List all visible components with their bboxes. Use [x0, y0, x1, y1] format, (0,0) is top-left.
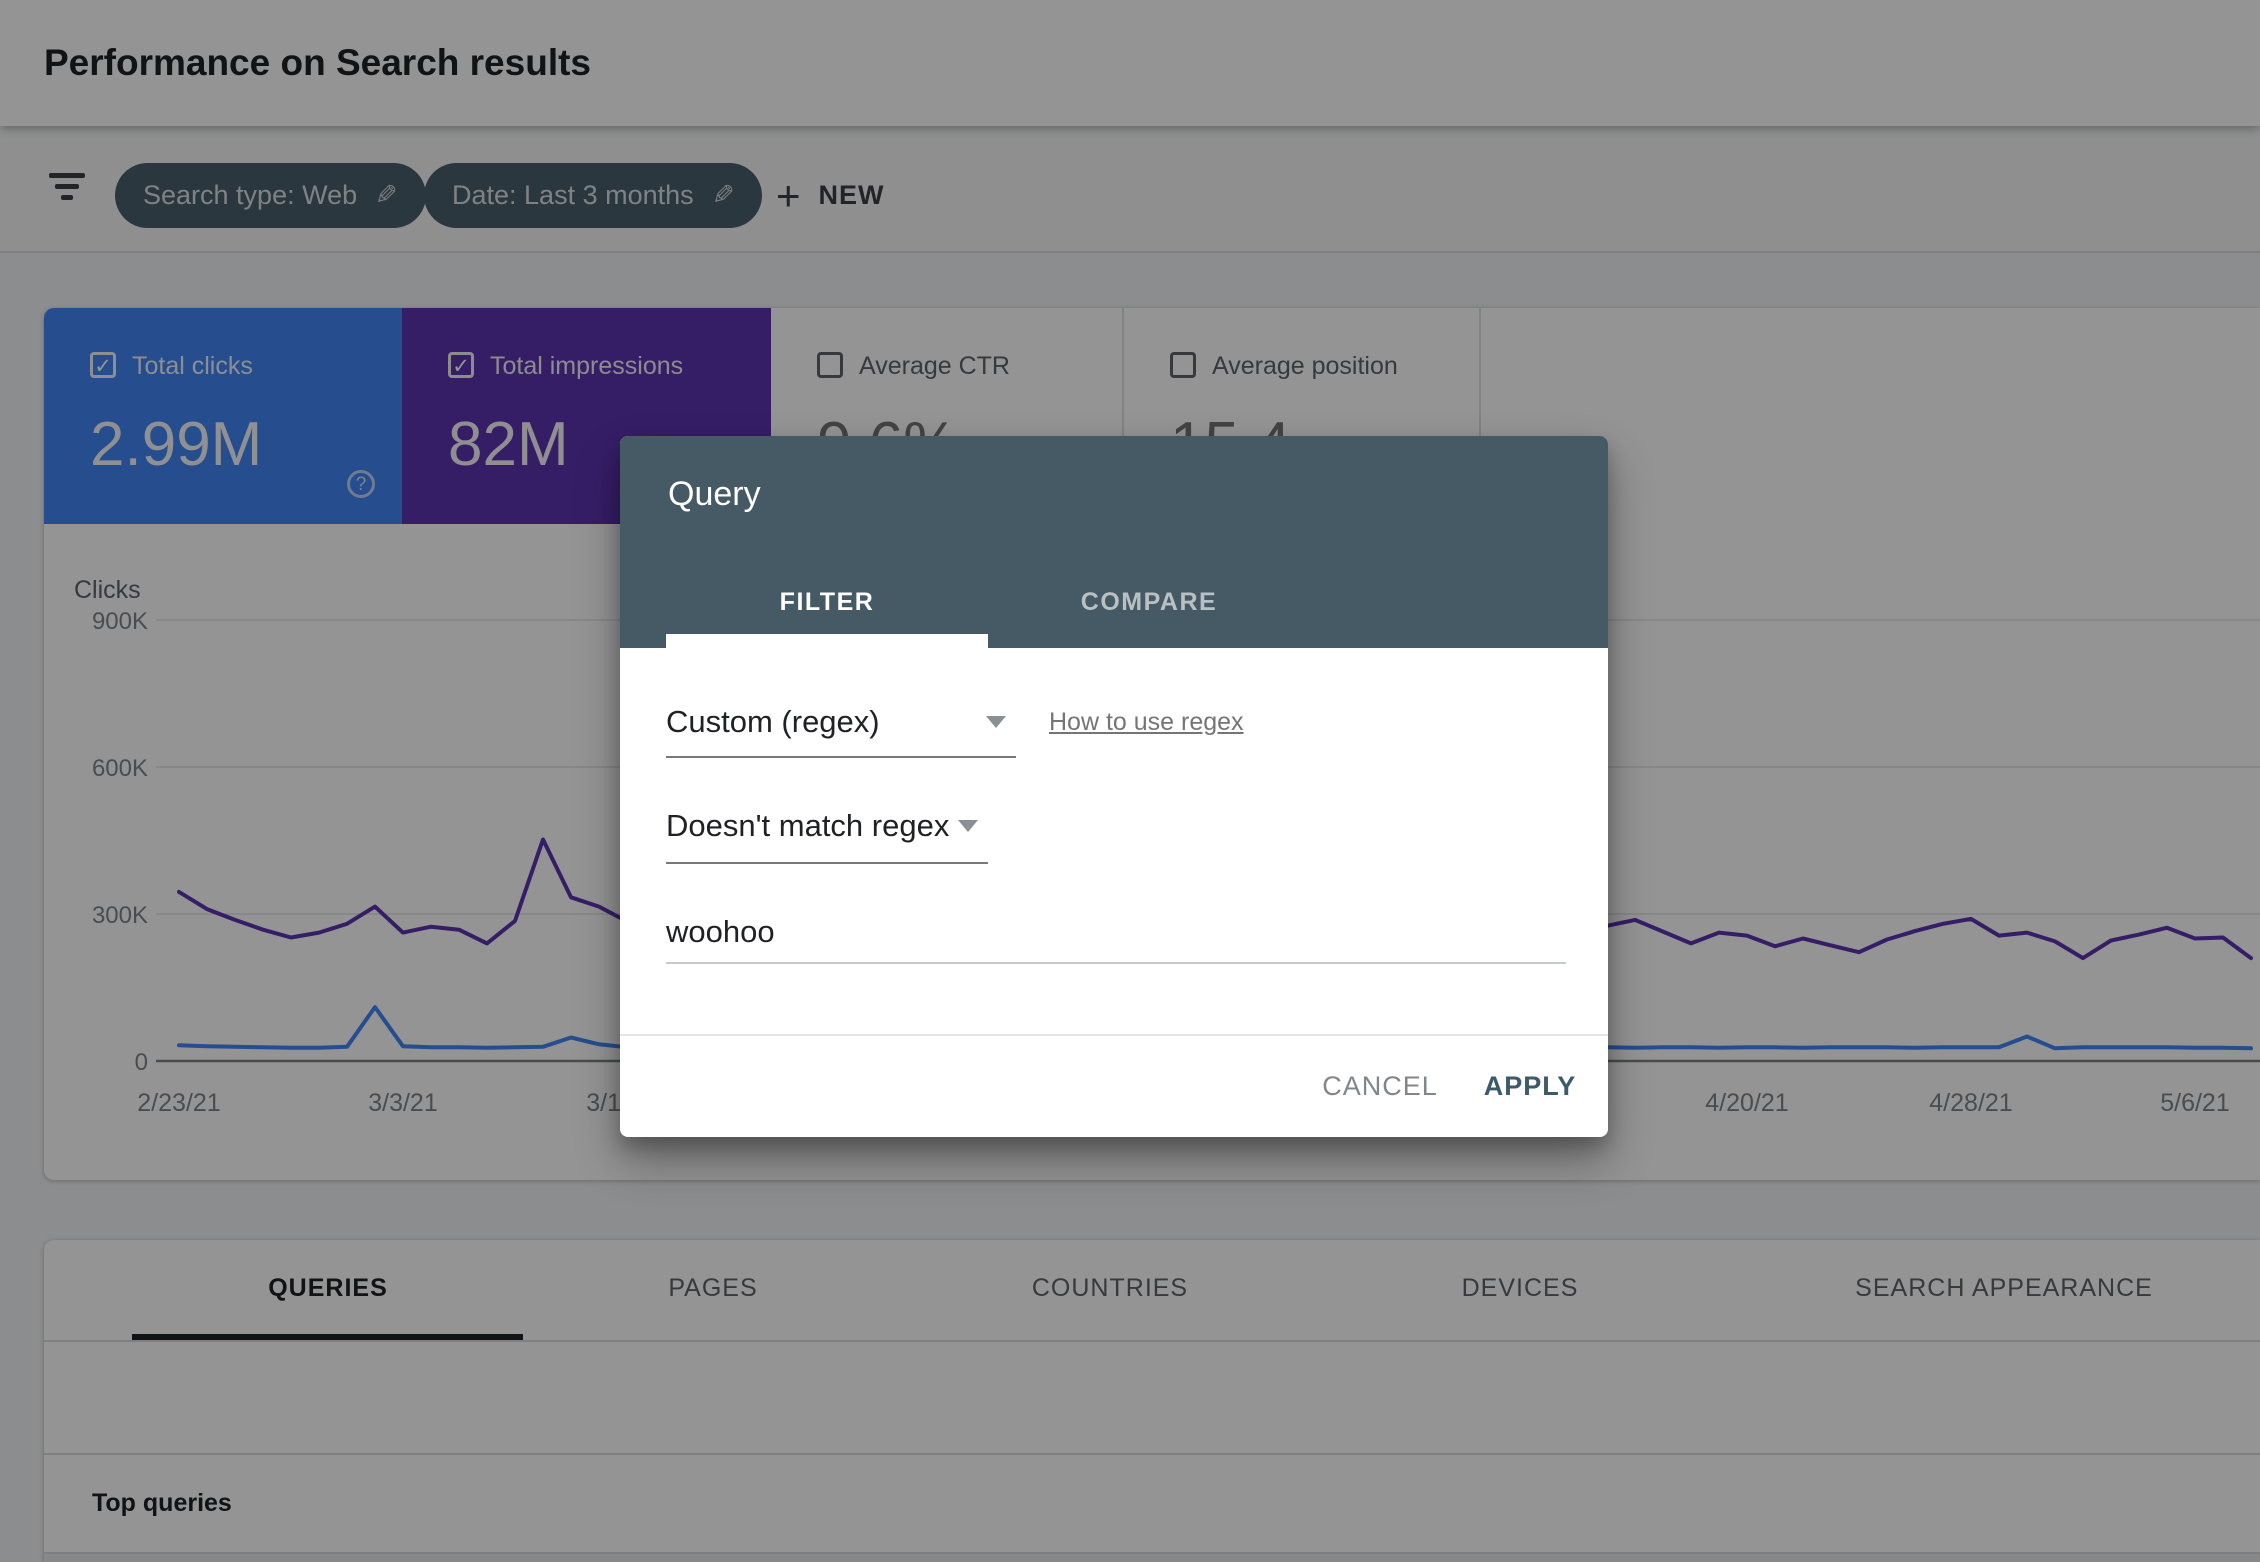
filter-chip[interactable]: Date: Last 3 months ✎	[424, 163, 763, 228]
dialog-title: Query	[668, 475, 761, 513]
match-type-select[interactable]: Doesn't match regex	[666, 808, 950, 843]
dimensions-card: QUERIES PAGES COUNTRIES DEVICES SEARCH APPEA…	[44, 1240, 2260, 1562]
filter-bar: Search type: Web ✎ Date: Last 3 months ✎ + …	[0, 126, 2260, 253]
metric-card-value: 82M	[448, 410, 569, 479]
filter-chip-label: Date: Last 3 months	[452, 180, 694, 210]
chevron-down-icon[interactable]	[986, 716, 1006, 728]
x-axis-tick-label: 2/23/21	[137, 1089, 220, 1117]
checkbox-checked-icon[interactable]: ✓	[90, 352, 116, 378]
filter-chip[interactable]: Search type: Web ✎	[115, 163, 426, 228]
tab-queries[interactable]: QUERIES	[268, 1274, 388, 1302]
cancel-button[interactable]: CANCEL	[1322, 1071, 1438, 1101]
y-axis-tick-label: 900K	[92, 608, 148, 635]
filter-list-icon[interactable]	[48, 173, 86, 207]
filter-type-select[interactable]: Custom (regex)	[666, 704, 880, 739]
metric-card-total-clicks[interactable]: ✓ Total clicks 2.99M?	[44, 308, 402, 524]
how-to-use-regex-link[interactable]: How to use regex	[1049, 708, 1244, 736]
metric-card-label: Total clicks	[132, 352, 253, 380]
table-header-row: Top queries	[44, 1455, 2260, 1552]
dialog-header: Query FILTER COMPARE	[620, 436, 1608, 648]
dialog-footer-divider	[620, 1034, 1608, 1036]
query-filter-dialog: Query FILTER COMPARE Custom (regex) How …	[620, 436, 1608, 1137]
x-axis-tick-label: 5/6/21	[2160, 1089, 2230, 1117]
plus-icon: +	[776, 171, 801, 219]
metric-card-label: Total impressions	[490, 352, 684, 380]
x-axis-tick-label: 3/3/21	[368, 1089, 438, 1117]
match-type-underline	[666, 862, 988, 864]
regex-value-input[interactable]: woohoo	[666, 914, 775, 949]
metric-card-label: Average position	[1212, 352, 1398, 380]
active-tab-indicator	[132, 1334, 523, 1340]
y-axis-tick-label: 0	[135, 1049, 148, 1076]
check-mark-icon: ✓	[452, 355, 470, 378]
new-filter-button[interactable]: + NEW	[776, 163, 885, 228]
checkbox-checked-icon[interactable]: ✓	[448, 352, 474, 378]
table-header-label: Top queries	[92, 1489, 232, 1517]
metric-card-label: Average CTR	[859, 352, 1010, 380]
x-axis-tick-label: 4/28/21	[1929, 1089, 2012, 1117]
y-axis-tick-label: 300K	[92, 902, 148, 929]
app-bar: Performance on Search results	[0, 0, 2260, 126]
checkbox-unchecked-icon[interactable]	[1170, 352, 1196, 378]
checkbox-unchecked-icon[interactable]	[817, 352, 843, 378]
tab-devices[interactable]: DEVICES	[1461, 1274, 1579, 1302]
tab-filter[interactable]: FILTER	[779, 588, 875, 616]
new-filter-label: NEW	[818, 180, 885, 210]
tabs-divider	[44, 1340, 2260, 1342]
header-row-divider	[44, 1453, 2260, 1455]
check-mark-icon: ✓	[94, 355, 112, 378]
tab-compare[interactable]: COMPARE	[1080, 588, 1218, 616]
dialog-active-tab-indicator	[666, 634, 988, 648]
page-title: Performance on Search results	[44, 42, 591, 83]
tab-pages[interactable]: PAGES	[668, 1274, 758, 1302]
apply-button[interactable]: APPLY	[1483, 1071, 1577, 1101]
help-question-icon[interactable]: ?	[347, 470, 375, 498]
y-axis-title: Clicks	[74, 576, 141, 604]
filter-type-underline	[666, 756, 1016, 758]
table-top-edge	[44, 1552, 2260, 1562]
tab-countries[interactable]: COUNTRIES	[1031, 1274, 1189, 1302]
regex-input-underline	[666, 962, 1566, 964]
y-axis-tick-label: 600K	[92, 755, 148, 782]
tab-search-appearance[interactable]: SEARCH APPEARANCE	[1855, 1274, 2153, 1302]
chevron-down-icon[interactable]	[958, 820, 978, 832]
x-axis-tick-label: 4/20/21	[1705, 1089, 1788, 1117]
filter-chip-label: Search type: Web	[143, 180, 358, 210]
metric-card-value: 2.99M	[90, 410, 263, 479]
